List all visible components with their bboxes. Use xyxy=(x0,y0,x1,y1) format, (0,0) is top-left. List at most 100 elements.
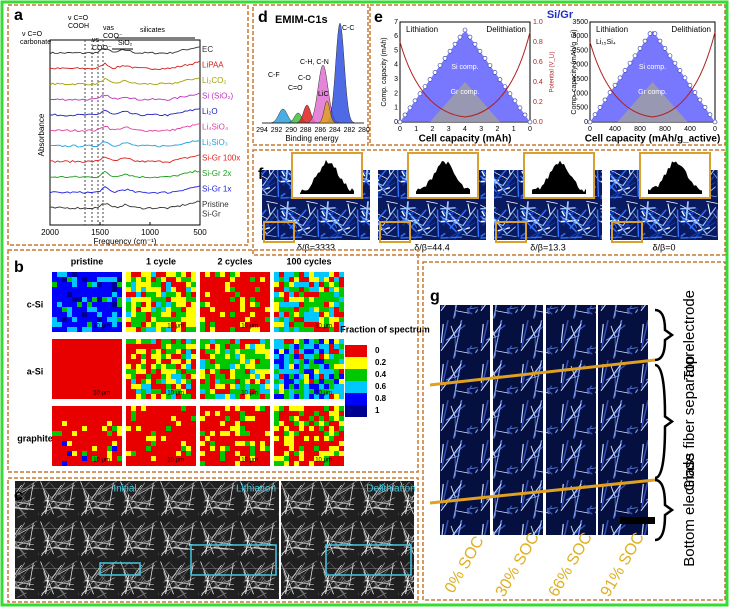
si-marker xyxy=(607,90,613,95)
map-pixel xyxy=(294,394,299,399)
map-pixel xyxy=(107,282,112,287)
map-pixel xyxy=(210,461,215,466)
map-pixel xyxy=(102,456,107,461)
plot-area xyxy=(49,39,201,226)
map-pixel xyxy=(131,456,136,461)
map-pixel xyxy=(112,441,117,446)
map-pixel xyxy=(171,359,176,364)
map-pixel xyxy=(72,369,77,374)
map-pixel xyxy=(324,359,329,364)
map-pixel xyxy=(230,364,235,369)
map-pixel xyxy=(284,441,289,446)
map-pixel xyxy=(260,416,265,421)
y-tick-label: 4 xyxy=(394,62,398,69)
map-pixel xyxy=(156,394,161,399)
map-pixel xyxy=(117,349,122,354)
map-pixel xyxy=(156,374,161,379)
map-pixel xyxy=(309,406,314,411)
map-pixel xyxy=(284,282,289,287)
y-tick-label: 2 xyxy=(394,90,398,97)
map-pixel xyxy=(299,292,304,297)
map-pixel xyxy=(304,277,309,282)
map-pixel xyxy=(87,446,92,451)
map-pixel xyxy=(284,302,289,307)
map-pixel xyxy=(57,349,62,354)
map-pixel xyxy=(107,364,112,369)
map-pixel xyxy=(186,272,191,277)
map-pixel xyxy=(205,287,210,292)
map-pixel xyxy=(279,389,284,394)
map-pixel xyxy=(87,374,92,379)
map-pixel xyxy=(265,446,270,451)
map-pixel xyxy=(265,426,270,431)
map-pixel xyxy=(156,322,161,327)
map-pixel xyxy=(274,312,279,317)
map-pixel xyxy=(265,379,270,384)
map-pixel xyxy=(166,416,171,421)
peak-label: C-C xyxy=(342,25,354,32)
map-pixel xyxy=(112,369,117,374)
si-marker xyxy=(692,90,698,95)
map-pixel xyxy=(77,349,82,354)
map-pixel xyxy=(250,359,255,364)
map-pixel xyxy=(279,312,284,317)
si-marker xyxy=(642,38,648,44)
map-pixel xyxy=(265,364,270,369)
map-pixel xyxy=(176,416,181,421)
map-pixel xyxy=(245,322,250,327)
map-pixel xyxy=(151,416,156,421)
legend-label: Si-Gr 2x xyxy=(202,169,231,178)
map-pixel xyxy=(126,354,131,359)
map-pixel xyxy=(57,416,62,421)
map-pixel xyxy=(166,436,171,441)
map-pixel xyxy=(255,344,260,349)
map-pixel xyxy=(284,292,289,297)
map-pixel xyxy=(324,431,329,436)
map-pixel xyxy=(334,421,339,426)
map-pixel xyxy=(67,421,72,426)
map-pixel xyxy=(131,307,136,312)
map-pixel xyxy=(62,379,67,384)
map-pixel xyxy=(87,431,92,436)
scale-bar: 10 μm xyxy=(93,391,110,397)
map-pixel xyxy=(107,451,112,456)
map-pixel xyxy=(151,389,156,394)
map-pixel xyxy=(141,416,146,421)
map-pixel xyxy=(279,339,284,344)
map-pixel xyxy=(112,374,117,379)
map-pixel xyxy=(230,359,235,364)
map-pixel xyxy=(102,282,107,287)
map-pixel xyxy=(107,317,112,322)
map-pixel xyxy=(62,394,67,399)
map-pixel xyxy=(186,374,191,379)
map-pixel xyxy=(87,406,92,411)
map-pixel xyxy=(151,359,156,364)
component-label: Si comp. xyxy=(639,64,666,71)
map-pixel xyxy=(62,354,67,359)
si-marker xyxy=(462,27,468,33)
legend-label: Li₄SiO₄ xyxy=(202,123,228,132)
map-pixel xyxy=(87,272,92,277)
map-pixel xyxy=(82,287,87,292)
map-pixel xyxy=(77,287,82,292)
map-pixel xyxy=(260,302,265,307)
map-pixel xyxy=(186,384,191,389)
map-pixel xyxy=(250,349,255,354)
map-pixel xyxy=(117,379,122,384)
map-pixel xyxy=(240,339,245,344)
map-pixel xyxy=(225,339,230,344)
map-pixel xyxy=(97,344,102,349)
map-pixel xyxy=(319,327,324,332)
map-pixel xyxy=(82,384,87,389)
map-pixel xyxy=(324,384,329,389)
map-pixel xyxy=(289,312,294,317)
map-pixel xyxy=(205,277,210,282)
map-pixel xyxy=(146,359,151,364)
map-pixel xyxy=(225,349,230,354)
map-pixel xyxy=(67,426,72,431)
map-pixel xyxy=(151,394,156,399)
colorbar-label: 0.6 xyxy=(375,382,387,391)
map-pixel xyxy=(260,297,265,302)
map-pixel xyxy=(294,374,299,379)
map-pixel xyxy=(67,339,72,344)
